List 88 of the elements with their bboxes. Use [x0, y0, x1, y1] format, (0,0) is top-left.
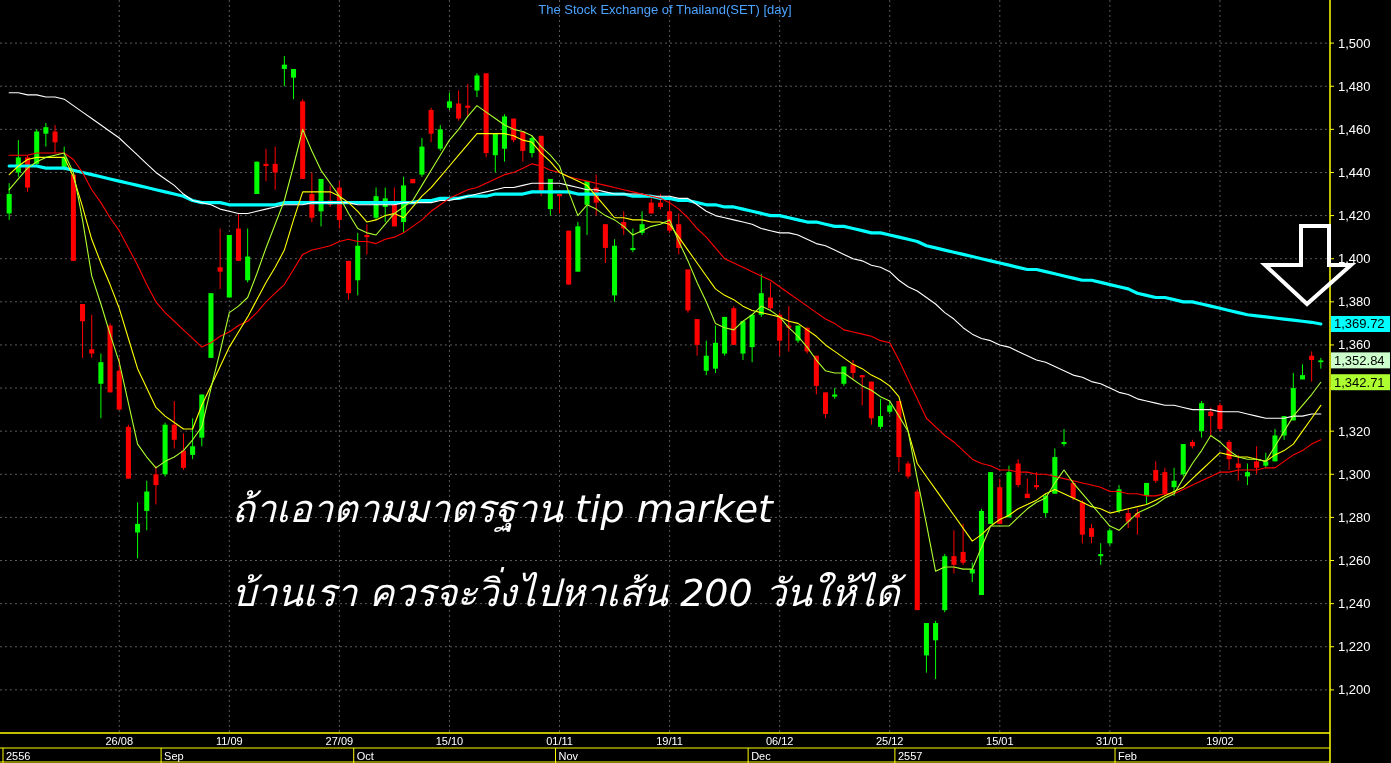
candlestick — [217, 228, 223, 290]
y-tick-label: 1,240 — [1338, 596, 1371, 612]
y-tick-label: 1,480 — [1338, 78, 1371, 94]
y-tick-label: 1,500 — [1338, 35, 1371, 51]
candlestick — [456, 90, 462, 122]
candlestick — [1254, 445, 1260, 475]
candlestick — [1153, 460, 1159, 484]
x-tick-label: 19/02 — [1206, 735, 1234, 747]
candlestick — [951, 529, 957, 574]
candlestick — [272, 146, 278, 191]
x-tick-label: 25/12 — [875, 735, 904, 747]
y-tick-label: 1,440 — [1338, 164, 1371, 180]
y-tick-label: 1,400 — [1338, 251, 1371, 267]
text: Sep — [164, 750, 184, 762]
y-tick-label: 1,320 — [1338, 423, 1371, 439]
x-tick-label: 27/09 — [325, 735, 354, 747]
candlestick — [1217, 402, 1223, 432]
candlestick — [1208, 406, 1214, 436]
y-tick-label: 1,380 — [1338, 294, 1371, 310]
text: Nov — [558, 750, 579, 762]
x-tick-label: 19/11 — [656, 735, 683, 747]
y-tick-label: 1,420 — [1338, 208, 1371, 224]
candlestick — [1088, 523, 1095, 544]
text: Feb — [1118, 750, 1137, 762]
candlestick — [263, 148, 269, 182]
y-tick-label: 1,460 — [1338, 121, 1371, 137]
candlestick — [89, 314, 95, 359]
y-tick-label: 1,360 — [1338, 337, 1371, 353]
text: 2556 — [6, 750, 31, 762]
text: Dec — [751, 750, 772, 762]
x-tick-label: 11/09 — [215, 735, 243, 747]
candlestick — [767, 281, 773, 311]
candlestick — [428, 107, 434, 143]
y-tick-label: 1,280 — [1338, 509, 1371, 525]
candlestick — [859, 374, 865, 406]
candlestick — [1125, 508, 1131, 529]
y-tick-label: 1,200 — [1338, 682, 1371, 698]
candlestick — [153, 465, 159, 505]
candlestick — [1116, 484, 1122, 514]
candlestick — [602, 223, 608, 264]
candlestick — [878, 398, 884, 430]
candlestick — [437, 124, 443, 152]
candlestick — [1235, 454, 1241, 482]
y-tick-label: 1,220 — [1338, 639, 1371, 655]
text: Oct — [356, 750, 374, 762]
candlestick — [144, 480, 150, 531]
x-tick-label: 06/12 — [765, 735, 794, 747]
y-tick-label: 1,300 — [1338, 466, 1371, 482]
candlestick — [823, 391, 829, 419]
candlestick — [630, 228, 636, 253]
candlestick — [1171, 467, 1177, 497]
candlestick — [180, 432, 186, 471]
candlestick — [933, 620, 939, 680]
candlestick — [43, 122, 49, 148]
chart-title: The Stock Exchange of Thailand(SET) [day] — [538, 2, 792, 17]
y-tick-label: 1,260 — [1338, 553, 1371, 569]
x-tick-label: 15/10 — [435, 735, 464, 747]
x-tick-label: 15/01 — [986, 735, 1014, 747]
x-tick-label: 31/01 — [1096, 735, 1124, 747]
candlestick — [6, 182, 12, 221]
candlestick — [98, 353, 104, 419]
candlestick — [190, 417, 196, 460]
candlestick — [474, 72, 480, 98]
x-tick-label: 01/11 — [546, 735, 573, 747]
candlestick — [1043, 493, 1049, 518]
candlestick — [1309, 350, 1315, 383]
candlestick — [171, 400, 177, 449]
candlestick — [850, 359, 856, 380]
candlestick — [1098, 542, 1104, 566]
candlestick — [1061, 428, 1067, 447]
candlestick — [291, 68, 297, 100]
candlestick — [135, 501, 141, 559]
candlestick — [281, 55, 287, 87]
candlestick — [245, 228, 251, 283]
text: 2557 — [897, 750, 923, 762]
candlestick — [703, 340, 709, 376]
candlestick — [1244, 463, 1250, 486]
candlestick — [364, 223, 370, 255]
candlestick — [465, 83, 471, 117]
candlestick — [80, 303, 86, 359]
annotation: บ้านเรา ควรจะวิ่งไปหาเส้น 200 วันให้ได้ — [232, 566, 907, 615]
value-label: 1,342.71 — [1331, 374, 1390, 391]
candlestick — [557, 193, 563, 214]
candlestick — [492, 133, 498, 173]
candlestick — [960, 523, 966, 566]
value-label: 1,352.84 — [1331, 352, 1390, 369]
x-tick-label: 26/08 — [105, 735, 134, 747]
annotation: ถ้าเอาตามมาตรฐาน tip market — [232, 487, 776, 532]
